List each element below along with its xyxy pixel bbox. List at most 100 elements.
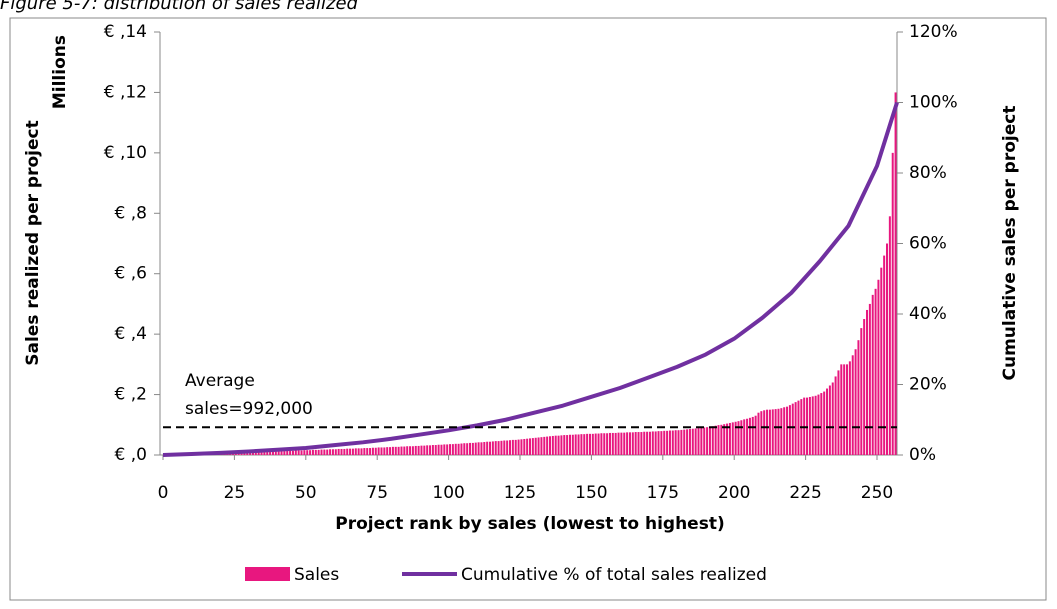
bar [760, 411, 763, 455]
bar [626, 432, 629, 455]
y-tick-label: € ,14 [104, 22, 147, 42]
bar [677, 430, 680, 455]
bar [277, 451, 280, 455]
bar [497, 441, 500, 455]
bar [477, 442, 480, 455]
legend-swatch [245, 567, 290, 581]
annotation: Average [185, 371, 255, 391]
bar [686, 429, 689, 455]
bar [451, 444, 454, 455]
bar [509, 440, 512, 455]
bar [360, 448, 363, 455]
bar [603, 433, 606, 455]
bar [331, 449, 334, 455]
bar [694, 428, 697, 455]
bar [688, 429, 691, 455]
bar [320, 449, 323, 455]
bar [840, 364, 843, 455]
bar [660, 431, 663, 455]
bar [851, 355, 854, 455]
bar [560, 435, 563, 455]
y2-tick-label: 80% [909, 163, 947, 183]
y2-tick-label: 60% [909, 234, 947, 254]
y-tick-label: € ,12 [104, 82, 147, 102]
bar [543, 436, 546, 455]
bar [377, 447, 380, 455]
bar [494, 441, 497, 455]
bar [574, 434, 577, 455]
x-tick-label: 0 [158, 483, 169, 503]
bar [737, 421, 740, 455]
bar [880, 267, 883, 455]
bar [449, 444, 452, 455]
y2-tick-label: 0% [909, 445, 936, 465]
bar [814, 395, 817, 455]
bar [860, 328, 863, 455]
bar [323, 449, 326, 455]
bar [711, 426, 714, 455]
bar [317, 449, 320, 455]
bar [883, 255, 886, 455]
bar [446, 444, 449, 455]
bar [771, 409, 774, 455]
bar [363, 448, 366, 455]
bar [511, 439, 514, 455]
bar [777, 408, 780, 455]
bar [668, 430, 671, 455]
chart-border [9, 17, 1047, 601]
bar [283, 451, 286, 455]
bar [588, 433, 591, 455]
bar [837, 370, 840, 455]
bar [786, 406, 789, 455]
bar [834, 376, 837, 455]
bar [577, 434, 580, 455]
bar [440, 444, 443, 455]
bar [731, 422, 734, 455]
bar [254, 451, 257, 455]
bar [300, 450, 303, 455]
bar [423, 445, 426, 455]
bar [457, 443, 460, 455]
x-tick-label: 25 [224, 483, 246, 503]
bar [417, 445, 420, 455]
bar [797, 400, 800, 455]
bar [566, 435, 569, 455]
bar [506, 440, 509, 455]
x-tick-label: 225 [789, 483, 821, 503]
bar [580, 434, 583, 455]
bar [706, 427, 709, 455]
bar [754, 415, 757, 455]
y2-tick-label: 100% [909, 93, 958, 113]
bar [671, 430, 674, 455]
bar [471, 442, 474, 455]
bar [431, 445, 434, 455]
bar [271, 451, 274, 455]
bar [657, 431, 660, 455]
bar [311, 449, 314, 455]
bar [831, 382, 834, 455]
bar [534, 437, 537, 455]
bar [808, 396, 811, 455]
y-tick-label: € ,4 [115, 324, 147, 344]
bar [708, 426, 711, 455]
y-axis-label: Sales realized per project [23, 120, 43, 365]
bar [548, 436, 551, 455]
bar [371, 447, 374, 455]
bar [489, 441, 492, 455]
x-tick-label: 175 [647, 483, 679, 503]
bar [748, 417, 751, 455]
bar [631, 432, 634, 455]
bar [643, 431, 646, 455]
bar [791, 403, 794, 455]
bar [434, 445, 437, 455]
bar [768, 409, 771, 455]
bar [340, 448, 343, 455]
bar [297, 450, 300, 455]
bar [280, 451, 283, 455]
bar [586, 433, 589, 455]
y2-tick-label: 20% [909, 375, 947, 395]
bar [520, 439, 523, 455]
bar [611, 432, 614, 455]
